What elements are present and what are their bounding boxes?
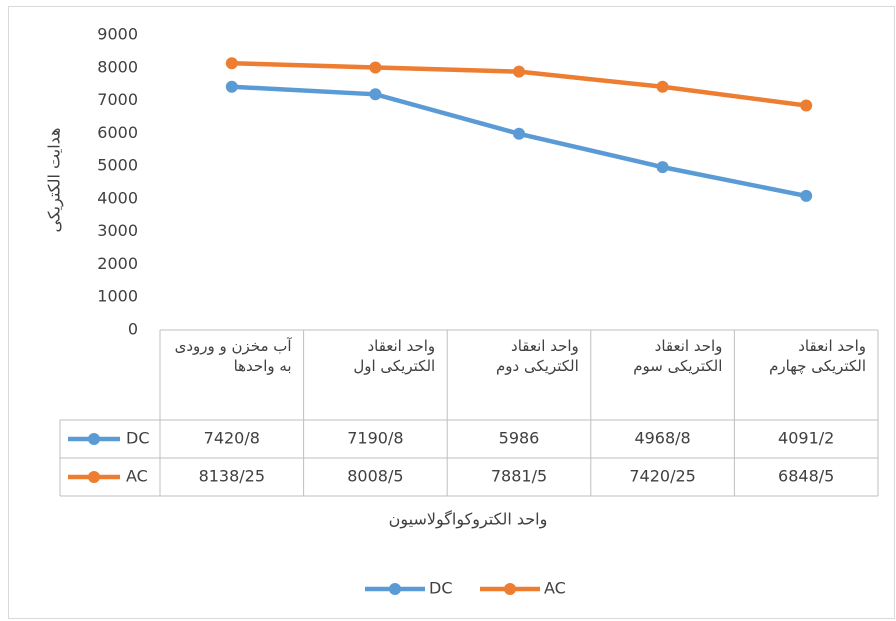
y-tick-label: 7000 — [97, 90, 138, 109]
data-label: 6848/5 — [778, 467, 834, 486]
legend-label: DC — [429, 579, 453, 598]
marker — [513, 127, 525, 140]
y-tick-label: 1000 — [97, 287, 138, 306]
x-tick-label: واحد انعقاد الکتریکی سوم — [633, 337, 723, 375]
y-tick-label: 0 — [128, 320, 138, 339]
x-tick-label: واحد انعقاد الکتریکی اول — [353, 337, 436, 375]
data-label: 7420/25 — [629, 467, 695, 486]
x-tick-label: واحد انعقاد الکتریکی دوم — [496, 337, 579, 375]
data-label: 5986 — [499, 429, 540, 448]
marker — [369, 88, 382, 101]
data-label: 8138/25 — [199, 467, 265, 486]
legend-key — [504, 583, 516, 595]
marker — [369, 61, 382, 74]
marker — [656, 80, 669, 93]
legend-key — [389, 583, 401, 595]
x-tick-label: آب مخزن و ورودی به واحدها — [174, 337, 292, 375]
y-tick-label: 6000 — [97, 123, 138, 142]
data-label: 7420/8 — [204, 429, 260, 448]
y-axis-title: هدایت الکتریکی — [45, 128, 65, 233]
y-tick-label: 8000 — [97, 57, 138, 76]
legend-key — [88, 471, 100, 483]
data-label: 7190/8 — [347, 429, 403, 448]
marker — [513, 65, 525, 78]
x-tick-label: واحد انعقاد الکتریکی چهارم — [769, 337, 866, 375]
legend-label: AC — [544, 579, 566, 598]
marker — [800, 99, 813, 112]
chart-border — [8, 6, 895, 619]
y-tick-label: 2000 — [97, 254, 138, 273]
data-label: 7881/5 — [491, 467, 547, 486]
y-tick-label: 5000 — [97, 156, 138, 175]
data-label: 4091/2 — [778, 429, 834, 448]
marker — [656, 161, 669, 174]
y-tick-label: 9000 — [97, 25, 138, 44]
line — [229, 84, 809, 199]
y-tick-label: 4000 — [97, 188, 138, 207]
legend-key — [88, 433, 100, 445]
marker — [225, 80, 238, 93]
marker — [800, 189, 813, 202]
data-label: 8008/5 — [347, 467, 403, 486]
legend-label: DC — [126, 429, 150, 448]
x-axis-title: واحد الکتروکواگولاسیون — [389, 510, 548, 530]
legend-label: AC — [126, 467, 148, 486]
marker — [225, 57, 238, 70]
data-label: 4968/8 — [634, 429, 690, 448]
y-tick-label: 3000 — [97, 221, 138, 240]
